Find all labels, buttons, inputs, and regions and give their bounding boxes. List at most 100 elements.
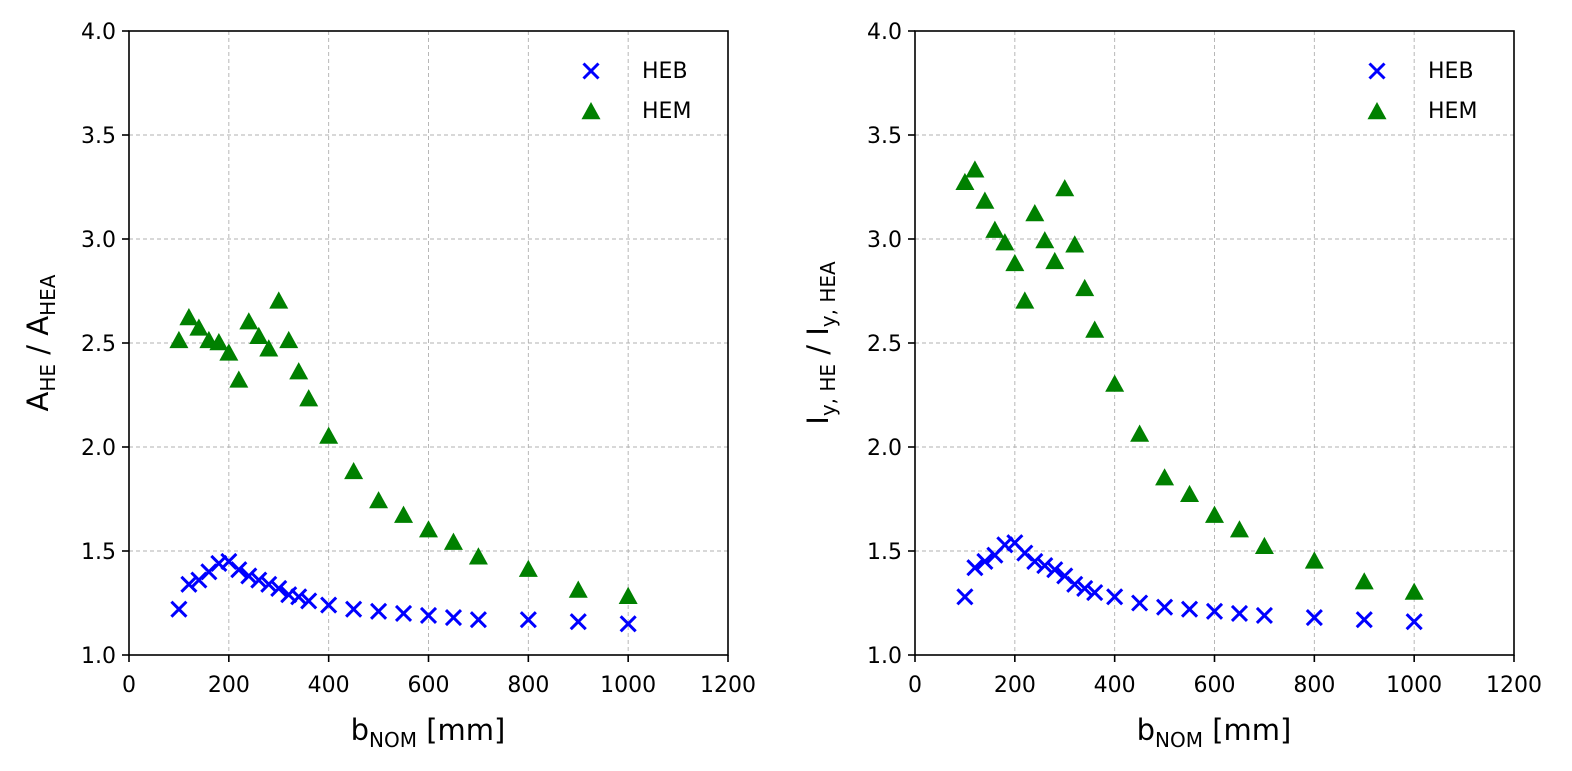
right-heb-point	[1156, 598, 1174, 616]
right-heb-point	[956, 588, 974, 606]
right-ticks: 0 200 400 600 800 1000 1200 1.0 1.5 2.0 2.5 3.0 3.5 4…	[867, 20, 1542, 698]
right-hem-point	[1354, 572, 1374, 590]
left-heb-point	[250, 571, 268, 589]
right-x-tick-label: 200	[994, 673, 1036, 698]
left-x-tick-label: 200	[208, 673, 250, 698]
left-heb-point	[394, 604, 413, 622]
right-y-tick-label: 1.0	[867, 644, 902, 669]
left-heb-point	[290, 588, 308, 606]
right-hem-point	[1304, 551, 1324, 569]
right-hem-point	[1155, 468, 1175, 486]
right-heb-point	[976, 552, 994, 570]
right-y-tick-label: 3.5	[867, 124, 902, 149]
right-heb-point	[1205, 602, 1224, 620]
left-legend: HEB HEM	[581, 59, 691, 124]
left-legend-heb-label: HEB	[642, 59, 688, 84]
right-heb-point	[1131, 594, 1149, 612]
right-hem-point	[1015, 291, 1035, 309]
left-hem-point	[239, 312, 259, 330]
left-hem-point	[369, 491, 389, 509]
left-hem-point	[179, 308, 199, 326]
right-hem-point	[1105, 374, 1125, 392]
left-chart-panel: 0 200 400 600 800 1000 1200 1.0 1.5 2.0 2.5 3.0 3.5 4…	[21, 20, 756, 752]
right-y-tick-label: 4.0	[867, 20, 902, 45]
left-y-tick-label: 2.5	[81, 332, 116, 357]
right-x-tick-label: 1000	[1386, 673, 1442, 698]
left-heb-point	[469, 611, 487, 629]
right-hem-point	[965, 160, 985, 178]
left-x-tick-label: 800	[507, 673, 549, 698]
right-heb-point	[1046, 561, 1064, 579]
right-y-tick-label: 2.5	[867, 332, 902, 357]
right-hem-point	[1045, 251, 1065, 270]
left-x-tick-label: 600	[408, 673, 450, 698]
right-x-axis-label: bNOM [mm]	[1137, 713, 1292, 752]
left-hem-point	[468, 547, 488, 565]
left-heb-point	[345, 600, 363, 618]
left-y-axis-label: AHE / AHEA	[21, 274, 60, 411]
right-hem-point	[1180, 484, 1200, 503]
right-x-tick-label: 800	[1293, 673, 1335, 698]
left-data-points	[169, 291, 638, 633]
left-y-tick-label: 2.0	[81, 436, 116, 461]
left-heb-point	[619, 615, 637, 633]
left-heb-point	[170, 600, 188, 618]
left-hem-point	[249, 326, 269, 344]
left-hem-point	[189, 318, 209, 336]
right-x-tick-label: 0	[908, 673, 922, 698]
right-hem-point	[1085, 320, 1105, 338]
right-hem-point	[1229, 520, 1249, 538]
right-heb-point	[1026, 552, 1044, 570]
right-x-tick-label: 400	[1094, 673, 1136, 698]
left-legend-heb-symbol	[582, 62, 600, 80]
right-x-tick-label: 1200	[1486, 673, 1542, 698]
left-hem-point	[289, 362, 309, 380]
right-data-points	[955, 160, 1424, 631]
left-heb-point	[230, 561, 248, 579]
right-legend-heb-symbol	[1368, 62, 1386, 80]
left-hem-point	[518, 559, 538, 577]
left-hem-point	[394, 505, 414, 523]
right-heb-point	[1355, 611, 1373, 629]
left-ticks: 0 200 400 600 800 1000 1200 1.0 1.5 2.0 2.5 3.0 3.5 4…	[81, 20, 756, 698]
right-legend-hem-label: HEM	[1428, 99, 1477, 124]
right-hem-point	[1065, 235, 1085, 253]
left-y-tick-label: 1.5	[81, 540, 116, 565]
left-heb-point	[270, 579, 288, 598]
right-hem-point	[1035, 231, 1055, 249]
left-x-tick-label: 1000	[600, 673, 656, 698]
right-hem-point	[995, 233, 1015, 251]
right-legend: HEB HEM	[1367, 59, 1477, 124]
left-y-tick-label: 3.0	[81, 228, 116, 253]
left-heb-point	[419, 606, 438, 625]
left-x-tick-label: 1200	[700, 673, 756, 698]
right-y-tick-label: 1.5	[867, 540, 902, 565]
left-hem-point	[169, 330, 189, 349]
right-hem-point	[1005, 253, 1025, 272]
left-y-tick-label: 1.0	[81, 644, 116, 669]
right-y-tick-label: 2.0	[867, 436, 902, 461]
right-hem-point	[1254, 536, 1274, 555]
right-hem-point	[1025, 204, 1045, 222]
right-heb-point	[1405, 613, 1423, 631]
left-heb-point	[240, 567, 258, 585]
left-heb-point	[260, 575, 278, 593]
left-heb-point	[569, 613, 587, 631]
left-heb-point	[300, 592, 318, 610]
right-hem-point	[1055, 179, 1075, 197]
right-hem-point	[1205, 505, 1224, 523]
right-legend-heb-marker	[1368, 62, 1386, 80]
left-hem-point	[443, 532, 463, 550]
right-heb-point	[1106, 588, 1124, 606]
left-hem-point	[269, 291, 289, 309]
right-heb-point	[1255, 606, 1273, 625]
left-heb-point	[519, 611, 537, 629]
right-legend-hem-symbol	[1367, 102, 1387, 120]
right-heb-point	[1230, 604, 1249, 622]
left-legend-hem-symbol	[581, 102, 601, 120]
left-hem-point	[319, 426, 339, 444]
left-legend-heb-marker	[582, 62, 600, 80]
left-legend-hem-label: HEM	[642, 99, 691, 124]
right-hem-point	[985, 220, 1005, 238]
